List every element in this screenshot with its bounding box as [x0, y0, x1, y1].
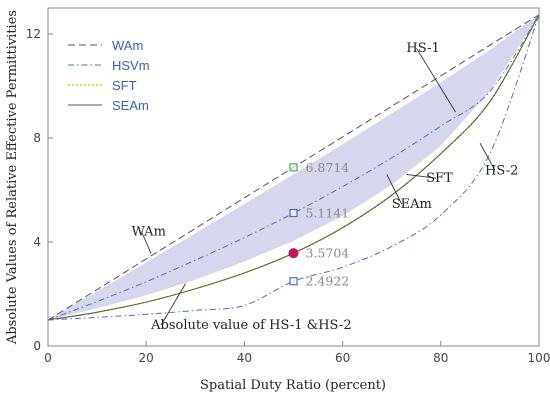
annotation-leader-hs-2	[479, 142, 496, 171]
annotation-leader-sft	[406, 173, 437, 179]
y-tick-label-4: 4	[33, 235, 41, 249]
y-tick-label-12: 12	[26, 27, 41, 41]
y-tick-label-0: 0	[33, 339, 41, 353]
annotation-seam: SEAm	[392, 197, 432, 212]
marker-point-5-1141	[289, 208, 298, 218]
y-axis-title: Absolute Values of Relative Effective Pe…	[5, 10, 20, 345]
marker-label-2-4922: 2.4922	[306, 274, 350, 289]
annotation-leader-hs-1	[416, 47, 456, 113]
annotation-wam: WAm	[131, 225, 165, 240]
annotation-absolute-value-of-hs-1-hs-2: Absolute value of HS-1 &HS-2	[150, 318, 351, 333]
marker-label-6-8714: 6.8714	[306, 160, 350, 175]
marker-point-2-4922	[289, 277, 298, 286]
x-axis-title: Spatial Duty Ratio (percent)	[200, 378, 386, 393]
annotation-sft: SFT	[426, 171, 453, 186]
x-tick-label-60: 60	[335, 351, 350, 365]
annotation-leader-absolute-value-of-hs-1-hs-2	[160, 283, 186, 326]
annotation-hs-1: HS-1	[406, 41, 439, 56]
x-tick-label-40: 40	[237, 351, 252, 365]
marker-point-3-5704	[288, 248, 299, 259]
hs2-line	[47, 14, 540, 321]
annotation-hs-2: HS-2	[485, 163, 518, 178]
series-line-seam	[47, 14, 540, 321]
marker-label-5-1141: 5.1141	[306, 206, 350, 221]
x-tick-label-100: 100	[528, 351, 550, 365]
legend-label-seam: SEAm	[112, 98, 149, 113]
marker-point-6-8714	[289, 163, 298, 172]
y-tick-label-8: 8	[33, 131, 41, 145]
marker-layer: 6.8714 5.1141 3.5704 2.4922	[288, 160, 350, 289]
annotation-leader-seam	[386, 174, 403, 205]
annotation-layer: WAm HS-1 HS-2 SFT SEAm Absolute value of HS-1…	[131, 41, 518, 333]
axis-layer: 0 20 40 60 80 100 0 4 8 12	[26, 27, 550, 365]
x-tick-label-20: 20	[139, 351, 154, 365]
x-tick-label-0: 0	[44, 351, 52, 365]
annotation-leader-wam	[141, 231, 152, 254]
legend-label-wam: WAm	[112, 38, 143, 53]
x-tick-label-80: 80	[433, 351, 448, 365]
legend: WAm HSVm SFT SEAm	[68, 38, 150, 113]
plot-frame	[47, 7, 540, 347]
marker-label-3-5704: 3.5704	[306, 246, 350, 261]
legend-label-hsvm: HSVm	[112, 58, 150, 73]
legend-label-sft: SFT	[112, 78, 137, 93]
